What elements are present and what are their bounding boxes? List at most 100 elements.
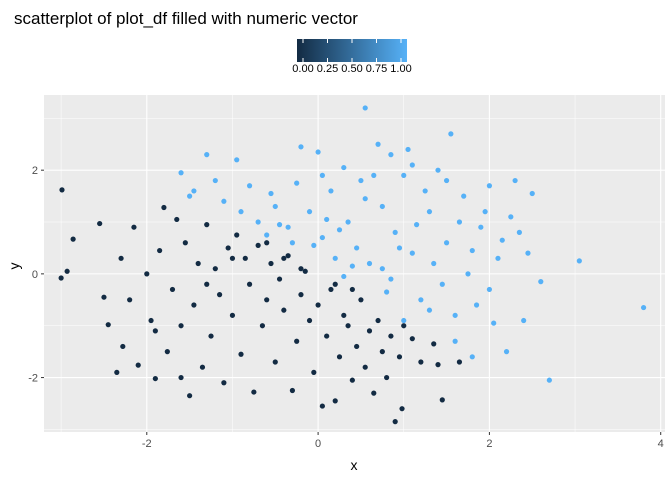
data-point [229, 255, 236, 261]
data-point [174, 216, 180, 223]
data-point [414, 222, 420, 228]
data-point [435, 167, 441, 173]
data-point [399, 406, 405, 412]
data-point [345, 323, 351, 329]
data-point [418, 359, 424, 365]
data-point [456, 219, 463, 225]
data-point [264, 240, 270, 246]
plot-panel [44, 95, 665, 432]
data-point [204, 222, 210, 228]
data-point [127, 297, 133, 303]
data-point [221, 198, 227, 204]
data-point [640, 304, 647, 311]
data-point [409, 162, 415, 168]
data-point [118, 255, 124, 261]
data-point [332, 255, 338, 261]
data-point [452, 312, 458, 318]
colorbar-tick-label: 0.00 [292, 63, 313, 75]
data-point [529, 190, 535, 197]
data-point [276, 276, 283, 282]
data-point [105, 322, 111, 328]
data-point [178, 170, 184, 176]
data-point [259, 323, 266, 329]
data-point [289, 387, 295, 394]
data-point [546, 377, 552, 383]
x-tick-label: 2 [486, 438, 492, 450]
data-point [409, 250, 415, 256]
y-tick-label: 0 [32, 269, 38, 281]
data-point [366, 260, 373, 267]
data-point [272, 203, 278, 210]
data-point [401, 317, 407, 324]
x-axis: -2 0 2 4 [142, 432, 664, 450]
data-point [276, 222, 283, 228]
data-point [491, 320, 497, 326]
data-point [332, 281, 338, 287]
data-point [272, 359, 278, 365]
data-point [152, 375, 158, 382]
data-point [379, 349, 385, 355]
data-point [379, 203, 385, 210]
legend-colorbar: 0.00 0.25 0.50 0.75 1.00 [292, 39, 412, 75]
data-point [341, 164, 347, 171]
data-point [268, 190, 274, 197]
data-point [422, 188, 428, 194]
y-tick-label: -2 [28, 373, 38, 385]
data-point [431, 341, 437, 347]
data-point [495, 255, 501, 261]
data-point [461, 193, 467, 199]
x-axis-title: x [351, 457, 358, 473]
data-point [114, 369, 120, 375]
data-point [328, 286, 334, 293]
data-point [294, 180, 300, 186]
data-point [499, 237, 505, 243]
data-point [371, 172, 377, 178]
data-point [58, 275, 64, 281]
data-point [221, 380, 227, 386]
data-point [354, 245, 360, 251]
data-point [281, 255, 287, 261]
data-point [576, 258, 582, 264]
data-point [392, 419, 398, 425]
data-point [199, 364, 206, 370]
data-point [157, 247, 163, 254]
y-tick-label: 2 [32, 165, 38, 177]
data-point [401, 172, 407, 178]
data-point [388, 152, 394, 158]
data-point [255, 242, 261, 248]
data-point [349, 377, 355, 383]
colorbar-tick-label: 0.75 [366, 63, 387, 75]
data-point [349, 263, 355, 269]
colorbar-tick-label: 1.00 [390, 63, 411, 75]
data-point [362, 364, 368, 370]
data-point [336, 354, 343, 360]
data-point [298, 292, 304, 298]
data-point [525, 250, 531, 256]
data-point [358, 297, 364, 303]
data-point [443, 240, 450, 246]
data-point [349, 286, 355, 293]
data-point [538, 279, 544, 285]
x-tick-label: 4 [658, 438, 664, 450]
x-tick-label: 0 [315, 438, 321, 450]
data-point [306, 317, 313, 324]
data-point [144, 271, 150, 277]
data-point [298, 266, 304, 272]
data-point [375, 141, 381, 147]
data-point [478, 224, 484, 230]
data-point [439, 397, 445, 403]
data-point [452, 338, 458, 344]
data-point [516, 229, 522, 235]
data-point [204, 281, 210, 287]
colorbar-gradient [297, 39, 407, 62]
data-point [508, 214, 514, 220]
data-point [70, 236, 76, 242]
data-point [341, 312, 347, 318]
data-point [204, 152, 210, 158]
data-point [379, 266, 385, 272]
data-point [64, 268, 70, 274]
data-point [469, 247, 475, 254]
data-point [456, 359, 463, 365]
data-point [234, 157, 240, 163]
